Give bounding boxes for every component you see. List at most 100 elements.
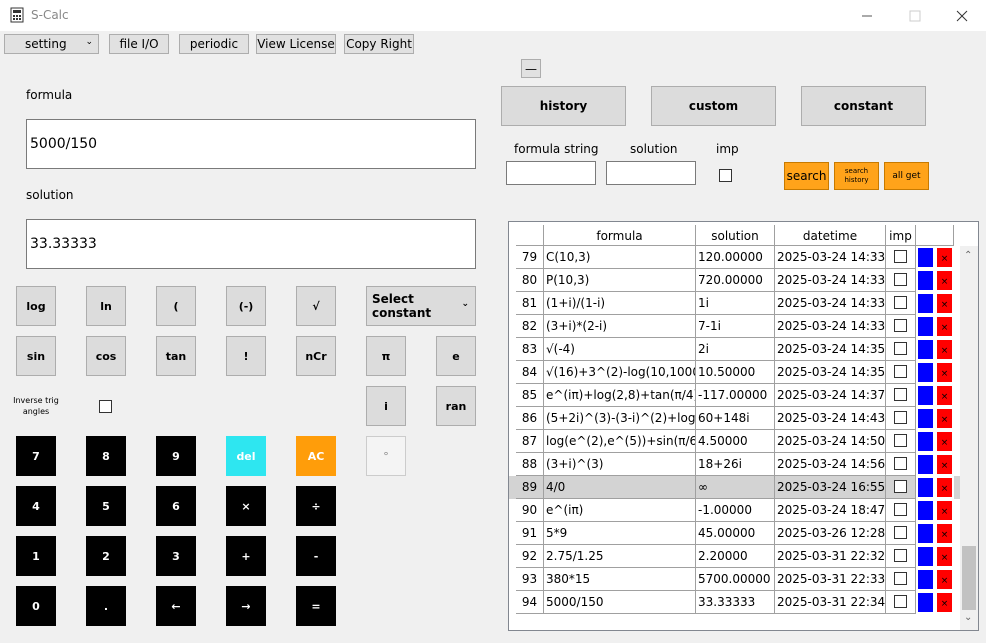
- inverse-trig-checkbox[interactable]: [99, 400, 112, 413]
- table-row[interactable]: 86(5+2i)^(3)-(3-i)^(2)+log(10,60+148i202…: [509, 407, 961, 430]
- keypad-key[interactable]: →: [226, 586, 266, 626]
- keypad-key[interactable]: 5: [86, 486, 126, 526]
- delete-button[interactable]: ×: [935, 292, 954, 315]
- edit-button[interactable]: [916, 338, 935, 361]
- keypad-key[interactable]: 0: [16, 586, 56, 626]
- function-key[interactable]: sin: [16, 336, 56, 376]
- window-controls[interactable]: [856, 8, 976, 24]
- imp-checkbox[interactable]: [719, 169, 732, 182]
- scrollbar[interactable]: ⌃ ⌄: [960, 246, 978, 630]
- imp-checkbox[interactable]: [894, 273, 907, 286]
- keypad-key[interactable]: ÷: [296, 486, 336, 526]
- edit-button[interactable]: [916, 453, 935, 476]
- delete-button[interactable]: ×: [935, 499, 954, 522]
- function-key[interactable]: cos: [86, 336, 126, 376]
- imp-checkbox[interactable]: [894, 388, 907, 401]
- imp-checkbox[interactable]: [894, 595, 907, 608]
- delete-button[interactable]: ×: [935, 407, 954, 430]
- table-row[interactable]: 894/0∞2025-03-24 16:55:04 ×: [509, 476, 961, 499]
- keypad-key[interactable]: .: [86, 586, 126, 626]
- keypad-key[interactable]: 9: [156, 436, 196, 476]
- scroll-thumb[interactable]: [962, 546, 976, 610]
- function-key[interactable]: !: [226, 336, 266, 376]
- keypad-key[interactable]: 1: [16, 536, 56, 576]
- edit-button[interactable]: [916, 407, 935, 430]
- imp-checkbox[interactable]: [894, 526, 907, 539]
- edit-button[interactable]: [916, 315, 935, 338]
- function-key[interactable]: (: [156, 286, 196, 326]
- imp-checkbox[interactable]: [894, 250, 907, 263]
- delete-button[interactable]: ×: [935, 476, 954, 499]
- edit-button[interactable]: [916, 269, 935, 292]
- edit-button[interactable]: [916, 568, 935, 591]
- solution-input[interactable]: 33.33333: [26, 219, 476, 269]
- imp-checkbox[interactable]: [894, 319, 907, 332]
- imp-checkbox[interactable]: [894, 480, 907, 493]
- imp-checkbox[interactable]: [894, 365, 907, 378]
- imp-checkbox[interactable]: [894, 549, 907, 562]
- keypad-key[interactable]: +: [226, 536, 266, 576]
- imp-checkbox[interactable]: [894, 503, 907, 516]
- table-row[interactable]: 87log(e^(2),e^(5))+sin(π/6)+c4.500002025…: [509, 430, 961, 453]
- keypad-key[interactable]: 6: [156, 486, 196, 526]
- delete-button[interactable]: ×: [935, 315, 954, 338]
- imp-checkbox[interactable]: [894, 434, 907, 447]
- edit-button[interactable]: [916, 499, 935, 522]
- delete-button[interactable]: ×: [935, 591, 954, 614]
- delete-button[interactable]: ×: [935, 246, 954, 269]
- edit-button[interactable]: [916, 246, 935, 269]
- keypad-key[interactable]: del: [226, 436, 266, 476]
- constant-key[interactable]: ran: [436, 386, 476, 426]
- menu-button[interactable]: periodic: [179, 34, 249, 54]
- edit-button[interactable]: [916, 292, 935, 315]
- delete-button[interactable]: ×: [935, 338, 954, 361]
- keypad-key[interactable]: =: [296, 586, 336, 626]
- tab-button[interactable]: constant: [801, 86, 926, 126]
- edit-button[interactable]: [916, 430, 935, 453]
- keypad-key[interactable]: 2: [86, 536, 126, 576]
- imp-checkbox[interactable]: [894, 457, 907, 470]
- function-key[interactable]: nCr: [296, 336, 336, 376]
- search-button[interactable]: search: [784, 162, 829, 190]
- constant-key[interactable]: e: [436, 336, 476, 376]
- delete-button[interactable]: ×: [935, 568, 954, 591]
- delete-button[interactable]: ×: [935, 361, 954, 384]
- formula-input[interactable]: 5000/150: [26, 119, 476, 169]
- keypad-key[interactable]: 7: [16, 436, 56, 476]
- keypad-key[interactable]: -: [296, 536, 336, 576]
- search-button[interactable]: search history: [834, 162, 879, 190]
- edit-button[interactable]: [916, 384, 935, 407]
- tab-button[interactable]: history: [501, 86, 626, 126]
- keypad-key[interactable]: ←: [156, 586, 196, 626]
- keypad-key[interactable]: 4: [16, 486, 56, 526]
- delete-button[interactable]: ×: [935, 269, 954, 292]
- imp-checkbox[interactable]: [894, 411, 907, 424]
- delete-button[interactable]: ×: [935, 453, 954, 476]
- search-button[interactable]: all get: [884, 162, 929, 190]
- imp-checkbox[interactable]: [894, 342, 907, 355]
- collapse-button[interactable]: —: [521, 59, 541, 78]
- constant-key[interactable]: π: [366, 336, 406, 376]
- delete-button[interactable]: ×: [935, 522, 954, 545]
- function-key[interactable]: ln: [86, 286, 126, 326]
- edit-button[interactable]: [916, 591, 935, 614]
- delete-button[interactable]: ×: [935, 384, 954, 407]
- constant-key[interactable]: i: [366, 386, 406, 426]
- edit-button[interactable]: [916, 361, 935, 384]
- menu-button[interactable]: Copy Right: [344, 34, 414, 54]
- constant-select[interactable]: Select constant ⌄: [366, 286, 476, 326]
- keypad-key[interactable]: AC: [296, 436, 336, 476]
- menu-button[interactable]: View License: [256, 34, 336, 54]
- imp-checkbox[interactable]: [894, 296, 907, 309]
- menu-button[interactable]: file I/O: [109, 34, 169, 54]
- delete-button[interactable]: ×: [935, 545, 954, 568]
